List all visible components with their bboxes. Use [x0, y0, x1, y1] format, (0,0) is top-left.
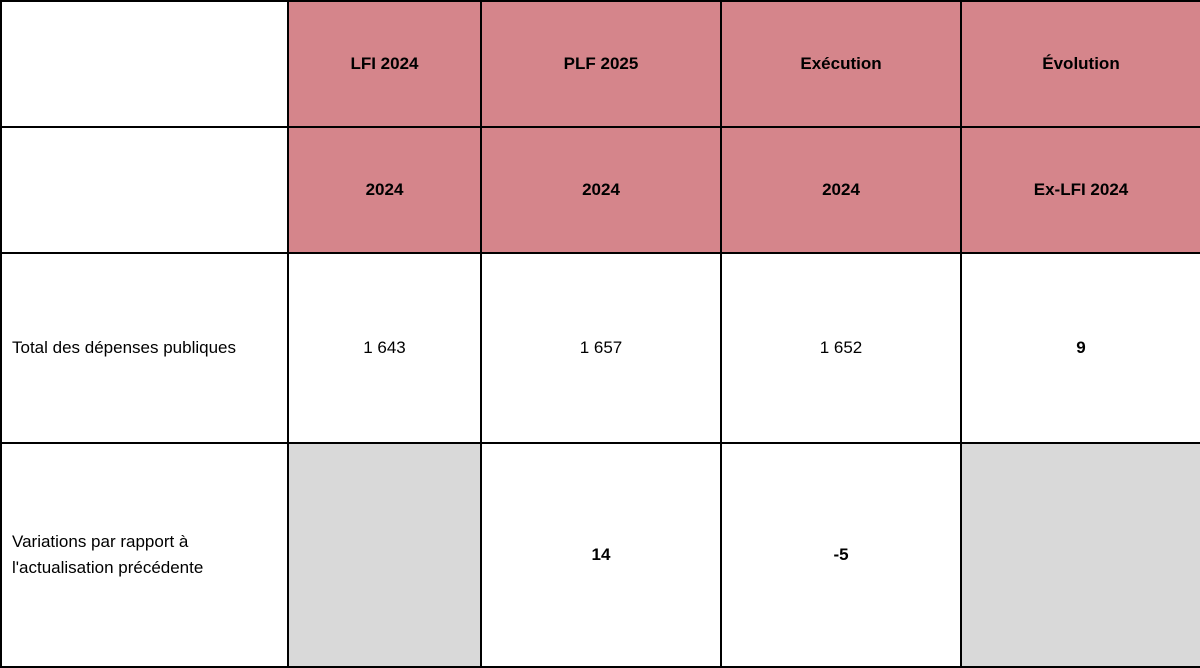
value-cell: 9: [960, 252, 1200, 444]
value-cell: -5: [720, 442, 962, 668]
column-subheader: Ex-LFI 2024: [960, 126, 1200, 254]
column-header: PLF 2025: [480, 0, 722, 128]
column-subheader: 2024: [720, 126, 962, 254]
row-label: Total des dépenses publiques: [0, 252, 289, 444]
column-header: Exécution: [720, 0, 962, 128]
subheader-row: 2024 2024 2024 Ex-LFI 2024: [0, 126, 1200, 254]
column-header: Évolution: [960, 0, 1200, 128]
row-label: Variations par rapport à l'actualisation…: [0, 442, 289, 668]
value-cell: 1 657: [480, 252, 722, 444]
column-subheader: 2024: [287, 126, 482, 254]
corner-cell: [0, 126, 289, 254]
empty-cell: [960, 442, 1200, 668]
corner-cell: [0, 0, 289, 128]
column-header: LFI 2024: [287, 0, 482, 128]
column-subheader: 2024: [480, 126, 722, 254]
data-row: Variations par rapport à l'actualisation…: [0, 442, 1200, 668]
data-row: Total des dépenses publiques 1 643 1 657 1 …: [0, 252, 1200, 444]
empty-cell: [287, 442, 482, 668]
value-cell: 1 652: [720, 252, 962, 444]
header-row: LFI 2024 PLF 2025 Exécution Évolution: [0, 0, 1200, 128]
value-cell: 1 643: [287, 252, 482, 444]
value-cell: 14: [480, 442, 722, 668]
